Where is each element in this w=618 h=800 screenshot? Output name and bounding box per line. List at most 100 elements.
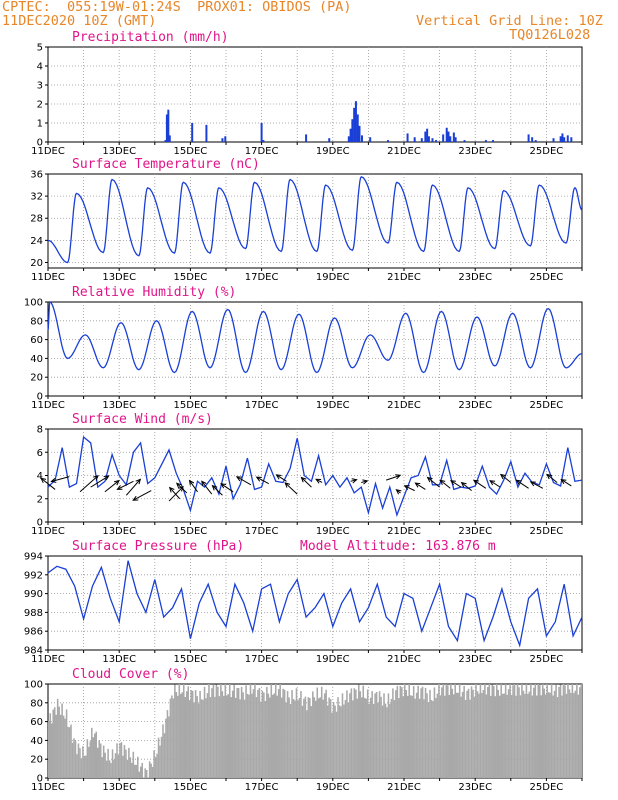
cloud-bar <box>521 684 523 778</box>
cloud-bar <box>258 687 261 778</box>
wind-arrow-head <box>315 478 322 484</box>
wind-arrow-shaft <box>450 480 462 488</box>
wind-arrow-head <box>489 480 496 486</box>
cloud-bar <box>77 743 80 778</box>
cloud-bar <box>472 689 474 778</box>
cloud-bar <box>436 693 439 778</box>
cloud-bar <box>412 686 415 778</box>
wind-title: Surface Wind (m/s) <box>72 412 213 427</box>
wind-arrow-shaft <box>489 480 501 488</box>
rh-xtick-label: 25DEC <box>530 400 564 411</box>
precip-bar <box>221 138 224 142</box>
wind-arrow-head <box>220 483 227 489</box>
cloud-bar <box>570 692 572 778</box>
cloud-bar <box>252 689 255 778</box>
rh-ytick-label: 20 <box>30 373 43 384</box>
cloud-bar <box>58 706 60 778</box>
temp-xtick-label: 25DEC <box>530 272 564 283</box>
cloud-bar <box>458 684 461 778</box>
cloud-bar <box>242 692 244 778</box>
cloud-bar <box>387 693 390 778</box>
cloud-bar <box>86 739 89 778</box>
wind-arrow-shaft <box>404 485 415 492</box>
cloud-bar <box>70 724 72 778</box>
temp-xtick-label: 11DEC <box>31 272 65 283</box>
cloud-bar <box>203 686 206 778</box>
precip-bar <box>447 131 450 142</box>
cloud-bar <box>457 692 459 778</box>
pressure-ytick-label: 986 <box>24 627 43 638</box>
wind-arrow-head <box>235 476 242 482</box>
cloud-title: Cloud Cover (%) <box>72 667 189 682</box>
wind-arrow-head <box>275 474 282 480</box>
cloud-bar <box>178 684 181 778</box>
cloud-bar <box>65 709 68 778</box>
cloud-bar <box>295 688 298 778</box>
cloud-bar <box>362 685 365 778</box>
precip-bar <box>164 140 167 142</box>
cloud-ytick-label: 40 <box>30 736 43 747</box>
cloud-bar <box>82 746 84 778</box>
cloud-bar <box>358 684 360 778</box>
wind-xtick-label: 11DEC <box>31 526 65 537</box>
wind-xtick-label: 25DEC <box>530 526 564 537</box>
wind-arrow-head <box>178 485 184 492</box>
cloud-bar <box>73 738 75 778</box>
cloud-bar <box>139 766 142 778</box>
cloud-bar <box>469 699 471 778</box>
cloud-bar <box>346 690 348 778</box>
cloud-xtick-label: 23DEC <box>458 782 492 793</box>
pressure-frame <box>47 555 583 651</box>
cloud-bar <box>243 699 246 778</box>
cloud-bar <box>59 714 62 778</box>
pressure-xtick-label: 13DEC <box>102 654 136 665</box>
wind-arrow-shaft <box>220 483 234 493</box>
cloud-bar <box>194 690 197 778</box>
cloud-bar <box>233 684 235 778</box>
cloud-bar <box>534 684 537 778</box>
cloud-bar <box>432 701 434 778</box>
wind-arrow-shaft <box>189 480 198 493</box>
cloud-bar <box>128 747 130 778</box>
cloud-bar <box>389 703 391 778</box>
cloud-bar <box>91 727 93 778</box>
cloud-bar <box>406 695 409 778</box>
cloud-bar <box>396 685 399 778</box>
cloud-bar <box>113 759 115 778</box>
cloud-bar <box>188 700 191 778</box>
cloud-bar <box>531 695 534 778</box>
cloud-bar <box>565 693 568 778</box>
cloud-bar <box>304 696 307 778</box>
cloud-bar <box>223 695 225 778</box>
cloud-bar <box>408 684 411 778</box>
cloud-ytick-label: 20 <box>30 755 43 766</box>
pressure-ytick-label: 992 <box>24 570 43 581</box>
cloud-bar <box>567 684 569 778</box>
cloud-bar <box>205 698 207 778</box>
cloud-bar <box>220 684 222 778</box>
cloud-bar <box>507 689 510 778</box>
cloud-bar <box>515 695 517 778</box>
pressure-ytick-label: 984 <box>24 646 43 657</box>
precip-bar <box>165 114 168 142</box>
temp-line <box>47 175 583 264</box>
precip-bar <box>305 134 308 142</box>
wind-arrow-shaft <box>117 480 134 490</box>
cloud-bar <box>404 684 406 778</box>
rh-frame <box>47 301 583 397</box>
cloud-bar <box>510 694 513 778</box>
wind-xtick-label: 13DEC <box>102 526 136 537</box>
cloud-bar <box>455 692 458 778</box>
cloud-bar <box>286 691 289 778</box>
cloud-bar <box>291 690 293 778</box>
cloud-bar <box>524 693 526 778</box>
cloud-bar <box>540 695 543 778</box>
cloud-bar <box>206 693 209 778</box>
cloud-bar <box>331 712 333 778</box>
precip-bar <box>328 138 331 142</box>
wind-arrow-head <box>515 479 522 485</box>
cloud-bar <box>288 697 290 778</box>
cloud-bar <box>360 697 363 778</box>
cloud-bar <box>248 694 250 778</box>
cloud-bar <box>553 690 556 778</box>
